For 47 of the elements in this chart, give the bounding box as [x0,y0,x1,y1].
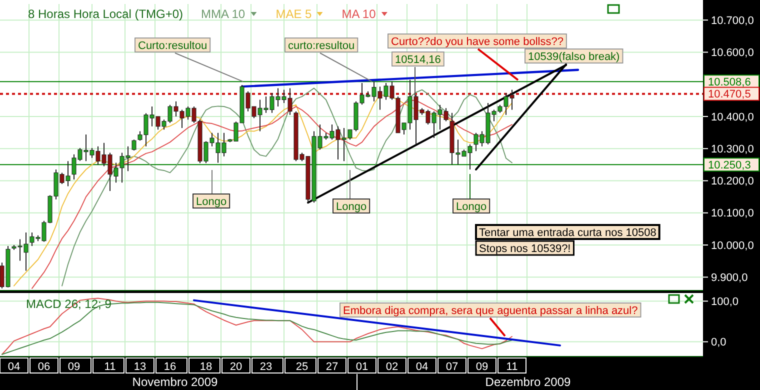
x-tick-label: 09 [476,360,488,373]
y-tick-label: 0,0 [711,336,726,349]
x-tick-label: 27 [326,360,338,373]
text: Dezembro 2009 [485,375,572,389]
legend-label: MMA 10 [201,7,246,22]
legend-label: MAE 5 [276,7,312,22]
y-tick-label: 10.600,0 [711,47,754,60]
annotation: 10539(falso break) [528,50,620,63]
text: Novembro 2009 [132,375,218,389]
annotation: Tentar uma entrada curta nos 10508 [479,226,656,239]
annotation: Longo [196,196,227,208]
ref-line-label: 10.508,6 [708,76,751,88]
legend-label: MA 10 [342,7,376,22]
y-tick-label: 10.300,0 [711,143,754,156]
annotation: Longo [336,200,367,213]
annotation: Embora diga compra, sera que aguenta passar a linha azul? [343,304,638,317]
x-tick-label: 09 [68,360,80,373]
x-tick-label: 23 [260,360,272,373]
annotation: Curto??do you have some bollss?? [391,36,564,48]
x-tick-label: 13 [134,360,146,373]
x-tick-label: 04 [416,360,428,373]
x-tick-label: 06 [38,360,50,373]
x-tick-label: 16 [164,360,176,373]
y-tick-label: 10.200,0 [711,176,754,188]
y-tick-label: 10.400,0 [711,111,754,124]
y-tick-label: 10.700,0 [711,14,754,27]
x-tick-label: 18 [200,360,212,373]
annotation: curto:resultou [288,40,355,52]
x-tick-label: 04 [8,360,20,373]
annotation: 10514,16 [395,54,441,66]
x-tick-label: 07 [446,360,458,373]
annotation: Curto:resultou [138,40,208,52]
x-tick-label: 02 [386,360,398,373]
y-tick-label: 9.900,0 [711,272,748,284]
annotation: Stops nos 10539?! [479,242,571,255]
ref-line-label: 10.250,3 [708,159,751,172]
x-tick-label: 11 [506,360,518,373]
chart-title: 8 Horas Hora Local (TMG+0) [28,7,184,22]
x-tick-label: 01 [356,360,368,373]
annotation: Longo [456,200,487,213]
x-tick-label: 25 [296,360,308,373]
x-tick-label: 11 [104,360,116,373]
y-tick-label: 100,0 [711,296,739,308]
x-tick-label: 20 [230,360,242,373]
y-tick-label: 10.000,0 [711,240,754,252]
ref-line-label: 10.470,5 [708,88,751,101]
y-tick-label: 10.100,0 [711,208,754,220]
